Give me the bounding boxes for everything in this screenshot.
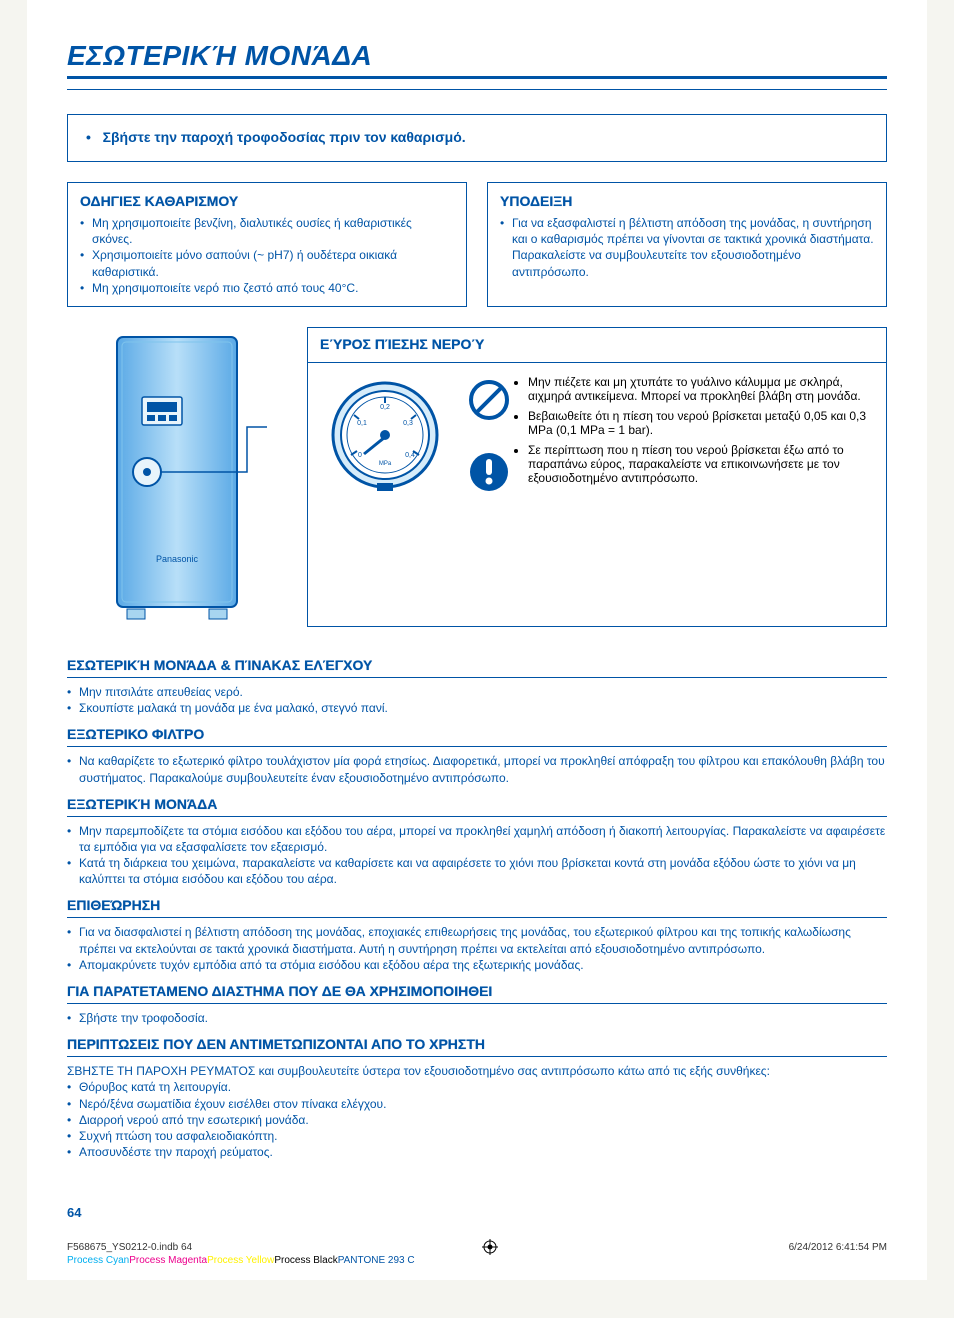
list-item: Για να εξασφαλιστεί η βέλτιστη απόδοση τ… [500, 215, 874, 280]
prohibit-icon [468, 379, 510, 421]
section-external-filter: ΕΞΩΤΕΡΙΚΟ ΦΙΛΤΡΟ Να καθαρίζετε το εξωτερ… [67, 726, 887, 785]
section-inspection: ΕΠΙΘΕΏΡΗΣΗ Για να διασφαλιστεί η βέλτιστ… [67, 897, 887, 973]
list-item: Για να διασφαλιστεί η βέλτιστη απόδοση τ… [67, 924, 887, 956]
unit-svg: Panasonic [87, 327, 267, 627]
section-title: ΠΕΡΙΠΤΩΣΕΙΣ ΠΟΥ ΔΕΝ ΑΝΤΙΜΕΤΩΠΙΖΟΝΤΑΙ ΑΠΟ… [67, 1036, 887, 1057]
list-item: Συχνή πτώση του ασφαλειοδιακόπτη. [67, 1128, 887, 1144]
hint-box: ΥΠΟΔΕΙΞΗ Για να εξασφαλιστεί η βέλτιστη … [487, 182, 887, 307]
svg-text:0: 0 [358, 452, 362, 459]
warning-text: • Σβήστε την παροχή τροφοδοσίας πριν τον… [86, 129, 466, 145]
warning-box: • Σβήστε την παροχή τροφοδοσίας πριν τον… [67, 114, 887, 162]
section-long-period: ΓΙΑ ΠΑΡΑΤΕΤΑΜΕΝΟ ΔΙΑΣΤΗΜΑ ΠΟΥ ΔΕ ΘΑ ΧΡΗΣ… [67, 983, 887, 1026]
list-item: Απομακρύνετε τυχόν εμπόδια από τα στόμια… [67, 957, 887, 973]
color-swatch: Process Yellow [207, 1255, 274, 1266]
warning-label: Σβήστε την παροχή τροφοδοσίας πριν τον κ… [103, 129, 466, 145]
page: ΕΣΩΤΕΡΙΚΉ ΜΟΝΆΔΑ • Σβήστε την παροχή τρο… [27, 0, 927, 1280]
sections: ΕΣΩΤΕΡΙΚΉ ΜΟΝΆΔΑ & ΠΊΝΑΚΑΣ ΕΛΈΓΧΟΥ Μην π… [67, 657, 887, 1160]
list-item: Κατά τη διάρκεια του χειμώνα, παρακαλείσ… [67, 855, 887, 887]
print-footer: F568675_YS0212-0.indb 64 6/24/2012 6:41:… [67, 1239, 887, 1266]
hint-list: Για να εξασφαλιστεί η βέλτιστη απόδοση τ… [500, 215, 874, 280]
list-item: Σβήστε την τροφοδοσία. [67, 1010, 887, 1026]
list-item: Νερό/ξένα σωματίδια έχουν εισέλθει στον … [67, 1096, 887, 1112]
gauge-title-bar: ΕΎΡΟΣ ΠΊΕΣΗΣ ΝΕΡΟΎ [308, 328, 886, 363]
title-underline [67, 76, 887, 79]
section-title: ΕΣΩΤΕΡΙΚΉ ΜΟΝΆΔΑ & ΠΊΝΑΚΑΣ ΕΛΈΓΧΟΥ [67, 657, 887, 678]
registration-mark-icon [482, 1239, 498, 1255]
svg-text:MPa: MPa [379, 461, 392, 467]
list-item: Θόρυβος κατά τη λειτουργία. [67, 1079, 887, 1095]
cleaning-list: Μη χρησιμοποιείτε βενζίνη, διαλυτικές ου… [80, 215, 454, 296]
thin-line [67, 89, 887, 90]
footer-timestamp: 6/24/2012 6:41:54 PM [789, 1242, 887, 1253]
gauge-title: ΕΎΡΟΣ ΠΊΕΣΗΣ ΝΕΡΟΎ [320, 336, 484, 352]
color-swatch: Process Magenta [129, 1255, 207, 1266]
footer-colors: Process CyanProcess MagentaProcess Yello… [67, 1255, 887, 1266]
list-item: Μην πιτσιλάτε απευθείας νερό. [67, 684, 887, 700]
hint-title: ΥΠΟΔΕΙΞΗ [500, 193, 874, 209]
cleaning-box: ΟΔΗΓΙΕΣ ΚΑΘΑΡΙΣΜΟΥ Μη χρησιμοποιείτε βεν… [67, 182, 467, 307]
bullet: • [86, 129, 91, 145]
svg-text:0,3: 0,3 [403, 420, 413, 427]
list-item: Βεβαιωθείτε ότι η πίεση του νερού βρίσκε… [528, 409, 874, 437]
color-swatch: Process Black [274, 1255, 337, 1266]
list-item: Διαρροή νερού από την εσωτερική μονάδα. [67, 1112, 887, 1128]
page-number: 64 [67, 1205, 81, 1220]
list-item: Αποσυνδέστε την παροχή ρεύματος. [67, 1144, 887, 1160]
section-title: ΓΙΑ ΠΑΡΑΤΕΤΑΜΕΝΟ ΔΙΑΣΤΗΜΑ ΠΟΥ ΔΕ ΘΑ ΧΡΗΣ… [67, 983, 887, 1004]
cleaning-title: ΟΔΗΓΙΕΣ ΚΑΘΑΡΙΣΜΟΥ [80, 193, 454, 209]
gauge-content: 0,2 0,1 0,3 0 0,4 MPa [308, 363, 886, 507]
list-item: Σε περίπτωση που η πίεση του νερού βρίσκ… [528, 443, 874, 485]
list-item: Χρησιμοποιείτε μόνο σαπούνι (~ pH7) ή ου… [80, 247, 454, 279]
list-item: Σκουπίστε μαλακά τη μονάδα με ένα μαλακό… [67, 700, 887, 716]
section-non-user: ΠΕΡΙΠΤΩΣΕΙΣ ΠΟΥ ΔΕΝ ΑΝΤΙΜΕΤΩΠΙΖΟΝΤΑΙ ΑΠΟ… [67, 1036, 887, 1160]
list-item: Μην πιέζετε και μη χτυπάτε το γυάλινο κά… [528, 375, 874, 403]
gauge-row: Panasonic ΕΎΡΟΣ ΠΊΕΣΗΣ ΝΕΡΟΎ [67, 327, 887, 627]
section-outdoor-unit: ΕΞΩΤΕΡΙΚΉ ΜΟΝΆΔΑ Μην παρεμποδίζετε τα στ… [67, 796, 887, 888]
page-title: ΕΣΩΤΕΡΙΚΉ ΜΟΝΆΔΑ [67, 40, 887, 72]
svg-text:0,1: 0,1 [357, 420, 367, 427]
list-item: Να καθαρίζετε το εξωτερικό φίλτρο τουλάχ… [67, 753, 887, 785]
svg-text:0,2: 0,2 [380, 404, 390, 411]
section-title: ΕΞΩΤΕΡΙΚΉ ΜΟΝΆΔΑ [67, 796, 887, 817]
gauge-text: Μην πιέζετε και μη χτυπάτε το γυάλινο κά… [528, 375, 874, 495]
svg-text:Panasonic: Panasonic [156, 554, 199, 564]
footer-file: F568675_YS0212-0.indb 64 [67, 1242, 192, 1253]
pressure-gauge-illustration: 0,2 0,1 0,3 0 0,4 MPa [320, 375, 450, 495]
list-item: Μην παρεμποδίζετε τα στόμια εισόδου και … [67, 823, 887, 855]
section-intro: ΣΒΗΣΤΕ ΤΗ ΠΑΡΟΧΗ ΡΕΥΜΑΤΟΣ και συμβουλευτ… [67, 1063, 887, 1079]
section-indoor-panel: ΕΣΩΤΕΡΙΚΉ ΜΟΝΆΔΑ & ΠΊΝΑΚΑΣ ΕΛΈΓΧΟΥ Μην π… [67, 657, 887, 716]
color-swatch: PANTONE 293 C [338, 1255, 415, 1266]
icon-column [464, 375, 514, 495]
two-column-boxes: ΟΔΗΓΙΕΣ ΚΑΘΑΡΙΣΜΟΥ Μη χρησιμοποιείτε βεν… [67, 182, 887, 307]
list-item: Μη χρησιμοποιείτε βενζίνη, διαλυτικές ου… [80, 215, 454, 247]
attention-icon [468, 451, 510, 493]
section-title: ΕΠΙΘΕΏΡΗΣΗ [67, 897, 887, 918]
list-item: Μη χρησιμοποιείτε νερό πιο ζεστό από του… [80, 280, 454, 296]
color-swatch: Process Cyan [67, 1255, 129, 1266]
svg-text:0,4: 0,4 [405, 452, 415, 459]
gauge-box: ΕΎΡΟΣ ΠΊΕΣΗΣ ΝΕΡΟΎ [307, 327, 887, 627]
indoor-unit-illustration: Panasonic [67, 327, 287, 627]
section-title: ΕΞΩΤΕΡΙΚΟ ΦΙΛΤΡΟ [67, 726, 887, 747]
